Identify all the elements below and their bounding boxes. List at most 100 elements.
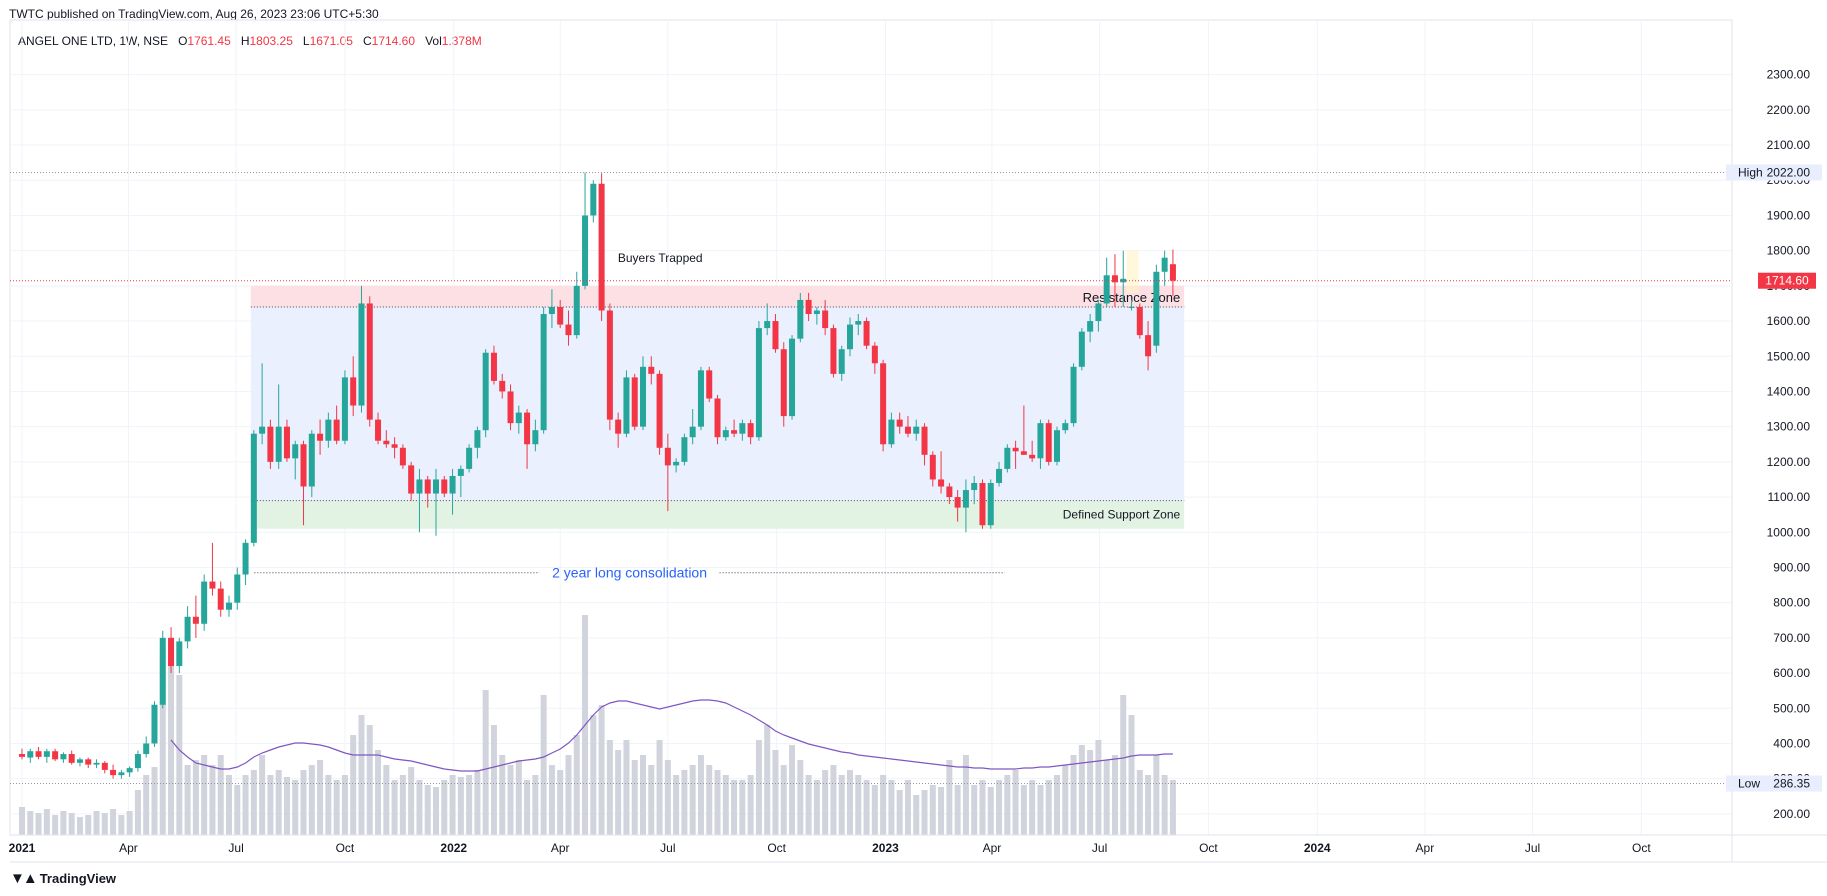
volume-bar: [979, 780, 986, 835]
candle-body: [474, 430, 481, 448]
candle: [590, 180, 597, 223]
candle-body: [681, 437, 688, 462]
volume-bar: [515, 760, 522, 835]
volume-bar: [524, 780, 531, 835]
candle: [1078, 328, 1085, 371]
time-tick-label: Oct: [1632, 841, 1651, 855]
volume-bar: [1078, 745, 1085, 835]
candle: [689, 409, 696, 445]
price-tick-label: 2300.00: [1767, 68, 1811, 82]
volume-bar: [1037, 785, 1044, 835]
candle: [192, 595, 199, 638]
volume-bar: [383, 765, 390, 835]
volume-bar: [1070, 755, 1077, 835]
low-label: L: [302, 34, 310, 48]
volume-bar: [706, 765, 713, 835]
breakout-highlight: [1126, 250, 1139, 293]
candle: [656, 370, 663, 455]
volume-bar: [888, 780, 895, 835]
low-value: 1671.05: [309, 34, 353, 48]
candle-body: [126, 768, 133, 773]
candle: [631, 373, 638, 431]
candle-body: [466, 447, 473, 469]
volume-value: 1.378M: [441, 34, 482, 48]
candle-body: [1095, 303, 1102, 322]
candle-body: [971, 482, 978, 491]
time-tick-label: Jul: [1092, 841, 1107, 855]
zone-rect: [250, 500, 1185, 529]
price-tick-label: 2100.00: [1767, 138, 1811, 152]
volume-bar: [673, 775, 680, 835]
candle: [623, 370, 630, 438]
volume-bar: [1111, 755, 1118, 835]
candle: [772, 314, 779, 353]
candle: [52, 748, 59, 762]
candle-body: [408, 465, 415, 494]
symbol-name[interactable]: ANGEL ONE LTD, 1W, NSE: [18, 34, 169, 48]
volume-bar: [946, 760, 953, 835]
candle: [847, 317, 853, 357]
candle-body: [863, 321, 870, 346]
candle-body: [308, 433, 315, 487]
candle: [159, 630, 166, 709]
price-tick-label: 1500.00: [1767, 349, 1811, 363]
candle-body: [35, 751, 42, 757]
candle: [938, 451, 945, 494]
candle: [871, 342, 878, 374]
candle: [499, 373, 506, 399]
volume-bar: [449, 775, 456, 835]
candle: [43, 748, 50, 763]
price-tick-label: 200.00: [1773, 807, 1810, 821]
candle: [548, 289, 555, 329]
candle-body: [714, 398, 721, 438]
candle: [673, 458, 680, 473]
volume-bar: [35, 813, 42, 835]
volume-bar: [441, 780, 448, 835]
candle: [474, 426, 481, 459]
volume-bar: [615, 750, 622, 835]
candle-body: [797, 299, 804, 339]
price-tick-label: 1400.00: [1767, 384, 1811, 398]
volume-bar: [855, 775, 862, 835]
candle-body: [1054, 430, 1060, 462]
volume-bar: [863, 780, 870, 835]
candle-body: [267, 426, 274, 462]
candle: [1062, 419, 1069, 434]
candle-body: [598, 183, 605, 311]
candle: [805, 292, 812, 322]
volume-bar: [921, 790, 928, 835]
volume-bar: [797, 760, 804, 835]
candle-body: [1045, 423, 1052, 462]
tradingview-logo[interactable]: ▼▲ TradingView: [10, 870, 116, 887]
candle: [731, 419, 738, 438]
candle: [317, 419, 324, 455]
candle-body: [896, 419, 903, 427]
candle-body: [300, 444, 307, 487]
volume-bar: [134, 790, 141, 835]
candle: [60, 752, 67, 763]
candle: [217, 581, 224, 617]
candle-body: [275, 426, 282, 462]
candle-body: [731, 430, 738, 434]
volume-bar: [201, 755, 208, 835]
volume-bar: [507, 765, 514, 835]
candle: [383, 430, 390, 448]
candle-body: [490, 352, 497, 381]
volume-bar: [126, 811, 133, 835]
time-tick-label: Apr: [983, 841, 1002, 855]
candle: [490, 345, 497, 385]
candle-body: [590, 183, 597, 216]
candle-body: [101, 762, 108, 770]
volume-bar: [1128, 715, 1135, 835]
close-value: 1714.60: [371, 34, 416, 48]
candle-body: [880, 363, 887, 445]
candle: [929, 451, 936, 487]
candle-body: [43, 751, 50, 757]
candle: [896, 412, 903, 434]
candle-body: [739, 423, 746, 434]
volume-bar: [962, 755, 969, 835]
candle-body: [118, 772, 125, 776]
candle: [557, 299, 564, 329]
candle-body: [333, 419, 340, 441]
